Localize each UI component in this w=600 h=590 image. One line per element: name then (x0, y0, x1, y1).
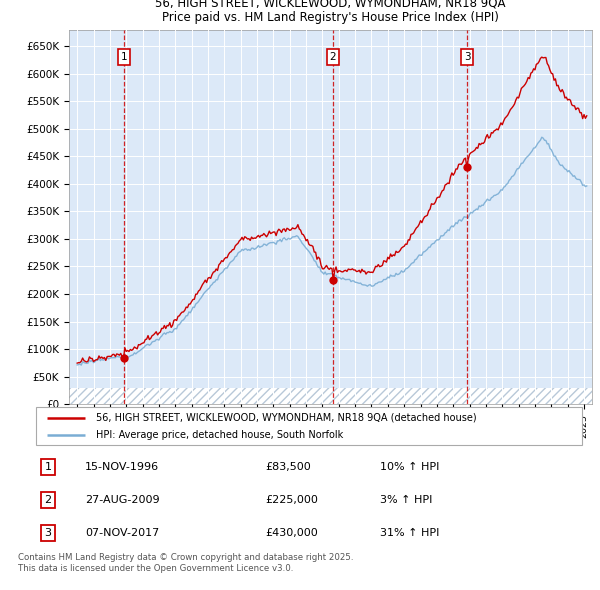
Bar (69, 388, 592, 404)
Text: 31% ↑ HPI: 31% ↑ HPI (380, 528, 439, 538)
Text: 07-NOV-2017: 07-NOV-2017 (85, 528, 160, 538)
Text: HPI: Average price, detached house, South Norfolk: HPI: Average price, detached house, Sout… (96, 431, 343, 441)
Text: 3: 3 (44, 528, 52, 538)
Text: 56, HIGH STREET, WICKLEWOOD, WYMONDHAM, NR18 9QA (detached house): 56, HIGH STREET, WICKLEWOOD, WYMONDHAM, … (96, 413, 476, 423)
Text: £83,500: £83,500 (265, 462, 311, 472)
Text: Contains HM Land Registry data © Crown copyright and database right 2025.
This d: Contains HM Land Registry data © Crown c… (18, 553, 353, 573)
Text: 3% ↑ HPI: 3% ↑ HPI (380, 495, 433, 505)
Text: 2: 2 (330, 52, 337, 62)
Text: 1: 1 (121, 52, 127, 62)
Text: 2: 2 (44, 495, 52, 505)
Text: 3: 3 (464, 52, 470, 62)
Title: 56, HIGH STREET, WICKLEWOOD, WYMONDHAM, NR18 9QA
Price paid vs. HM Land Registry: 56, HIGH STREET, WICKLEWOOD, WYMONDHAM, … (155, 0, 506, 24)
Text: 1: 1 (44, 462, 52, 472)
Text: £430,000: £430,000 (265, 528, 318, 538)
Text: 15-NOV-1996: 15-NOV-1996 (85, 462, 159, 472)
Text: 27-AUG-2009: 27-AUG-2009 (85, 495, 160, 505)
Text: 10% ↑ HPI: 10% ↑ HPI (380, 462, 439, 472)
Text: £225,000: £225,000 (265, 495, 318, 505)
